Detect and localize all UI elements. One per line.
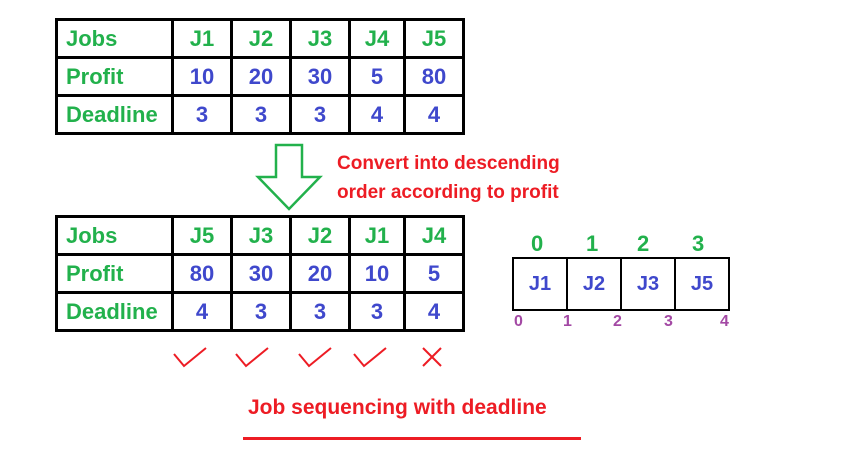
boundary-index: 2 <box>613 313 622 330</box>
profit-cell: 30 <box>289 56 351 97</box>
slot-index: 2 <box>637 231 650 256</box>
profit-cell: 10 <box>348 253 406 294</box>
profit-cell: 80 <box>171 253 233 294</box>
job-cell: J2 <box>230 18 292 59</box>
profit-cell: 20 <box>230 56 292 97</box>
deadline-cell: 4 <box>403 291 465 332</box>
job-cell: J4 <box>403 215 465 256</box>
job-cell: J4 <box>348 18 406 59</box>
profit-cell: 5 <box>403 253 465 294</box>
check-mark-icon <box>235 347 269 368</box>
deadline-cell: 3 <box>348 291 406 332</box>
job-cell: J1 <box>171 18 233 59</box>
check-mark-icon <box>353 347 387 368</box>
deadline-cell: 3 <box>230 291 292 332</box>
job-cell: J3 <box>289 18 351 59</box>
job-cell: J1 <box>348 215 406 256</box>
deadline-cell: 3 <box>230 94 292 135</box>
row-label-jobs: Jobs <box>55 18 174 59</box>
job-cell: J2 <box>289 215 351 256</box>
slot-cell: J2 <box>566 257 622 311</box>
boundary-index: 4 <box>720 313 729 330</box>
job-cell: J5 <box>171 215 233 256</box>
profit-cell: 30 <box>230 253 292 294</box>
row-label-profit: Profit <box>55 56 174 97</box>
sorted-jobs-table: Jobs J5 J3 J2 J1 J4 Profit 80 30 20 10 5… <box>55 215 465 332</box>
cross-mark-icon <box>422 347 442 367</box>
check-mark-icon <box>173 347 207 368</box>
conversion-note-line2: order according to profit <box>337 182 559 203</box>
slot-cell: J3 <box>620 257 676 311</box>
row-label-profit: Profit <box>55 253 174 294</box>
boundary-index: 0 <box>514 313 523 330</box>
job-cell: J5 <box>403 18 465 59</box>
down-arrow-icon <box>255 143 323 211</box>
boundary-index: 1 <box>563 313 572 330</box>
profit-cell: 20 <box>289 253 351 294</box>
deadline-cell: 3 <box>171 94 233 135</box>
job-cell: J3 <box>230 215 292 256</box>
slot-cell: J1 <box>512 257 568 311</box>
deadline-cell: 4 <box>171 291 233 332</box>
original-jobs-table: Jobs J1 J2 J3 J4 J5 Profit 10 20 30 5 80… <box>55 18 465 135</box>
boundary-index: 3 <box>664 313 673 330</box>
profit-cell: 80 <box>403 56 465 97</box>
deadline-cell: 4 <box>348 94 406 135</box>
row-label-jobs: Jobs <box>55 215 174 256</box>
deadline-cell: 3 <box>289 94 351 135</box>
row-label-deadline: Deadline <box>55 291 174 332</box>
diagram-caption: Job sequencing with deadline <box>248 396 547 419</box>
profit-cell: 5 <box>348 56 406 97</box>
caption-underline <box>243 437 581 440</box>
deadline-cell: 3 <box>289 291 351 332</box>
conversion-note-line1: Convert into descending <box>337 153 560 174</box>
profit-cell: 10 <box>171 56 233 97</box>
deadline-cell: 4 <box>403 94 465 135</box>
slot-index: 0 <box>531 231 544 256</box>
check-mark-icon <box>298 347 332 368</box>
slot-cell: J5 <box>674 257 730 311</box>
slot-index: 1 <box>586 231 599 256</box>
job-slots: J1 J2 J3 J5 <box>512 257 730 311</box>
row-label-deadline: Deadline <box>55 94 174 135</box>
slot-index: 3 <box>692 231 705 256</box>
